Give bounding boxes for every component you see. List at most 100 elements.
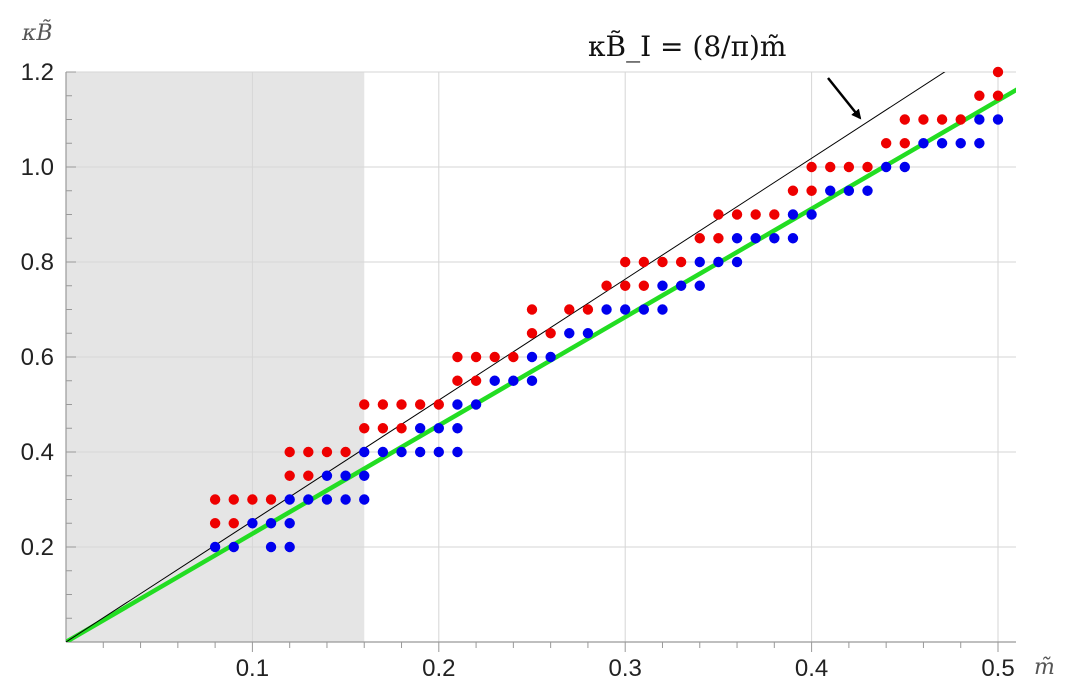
blue-point [508, 375, 519, 386]
blue-point [284, 541, 295, 553]
blue-point [899, 161, 910, 173]
red-point [526, 304, 538, 315]
red-point [433, 399, 444, 410]
red-point [508, 351, 519, 363]
tick-labels: 0.1 0.2 0.3 0.4 0.5 0.2 0.4 0.6 0.8 1.0 1.2 [21, 59, 1015, 682]
blue-point [321, 470, 333, 481]
red-point [992, 66, 1004, 78]
y-tick-label: 0.8 [21, 249, 54, 276]
red-point [545, 328, 556, 339]
grid-lines [66, 71, 1016, 642]
annotation-label: κB̃_I = (8/π)m̃ [588, 30, 786, 63]
blue-point [787, 233, 799, 244]
blue-point [657, 280, 668, 291]
blue-point [825, 185, 836, 196]
red-point [247, 494, 258, 505]
red-point [359, 399, 370, 410]
blue-point [974, 138, 985, 149]
red-point [582, 304, 594, 315]
red-point [657, 256, 668, 268]
blue-point [787, 209, 799, 220]
blue-point [657, 304, 668, 315]
red-point [396, 423, 407, 434]
red-point [787, 185, 799, 196]
blue-point [918, 138, 929, 149]
blue-point [247, 518, 258, 529]
annotation-arrow [827, 77, 862, 120]
blue-point [377, 446, 389, 458]
red-point [750, 209, 761, 220]
red-point [452, 375, 463, 386]
blue-point [675, 280, 687, 291]
red-point [377, 423, 389, 434]
blue-point [694, 280, 705, 291]
blue-point [303, 494, 314, 505]
x-tick-label: 0.3 [609, 655, 642, 682]
red-point [620, 280, 631, 291]
red-point [321, 446, 333, 458]
red-point [340, 446, 351, 458]
blue-point [731, 256, 743, 268]
blue-point [694, 256, 705, 268]
blue-point [359, 494, 370, 505]
x-tick-label: 0.1 [236, 655, 269, 682]
reference-line [66, 72, 946, 642]
blue-point [880, 161, 892, 173]
red-point [806, 161, 817, 173]
blue-point [396, 446, 407, 458]
blue-point [582, 328, 594, 339]
y-tick-label: 1.2 [21, 59, 54, 86]
red-point [359, 423, 370, 434]
red-point [284, 470, 295, 481]
blue-point [340, 470, 351, 481]
red-point [470, 375, 482, 386]
blue-point [620, 304, 631, 315]
y-tick-label: 0.2 [21, 534, 54, 561]
red-point [638, 256, 650, 268]
blue-point [359, 446, 370, 458]
red-point [899, 114, 910, 125]
blue-point [452, 399, 463, 410]
red-point [675, 256, 687, 268]
red-point [601, 280, 612, 291]
blue-point [601, 304, 612, 315]
blue-point [284, 518, 295, 529]
blue-point [769, 233, 780, 244]
blue-point [359, 470, 370, 481]
blue-point [452, 446, 463, 458]
y-tick-label: 0.6 [21, 344, 54, 371]
red-point [843, 161, 855, 173]
red-point [806, 185, 817, 196]
red-point [862, 161, 873, 173]
red-point [452, 351, 463, 363]
red-point [303, 470, 314, 481]
red-point [396, 399, 407, 410]
x-tick-label: 0.2 [422, 655, 455, 682]
blue-point [731, 233, 743, 244]
red-point [284, 446, 295, 458]
red-point [638, 280, 650, 291]
blue-point [228, 541, 239, 553]
y-tick-label: 0.4 [21, 439, 54, 466]
blue-point [209, 541, 221, 553]
red-point [209, 518, 221, 529]
blue-point [564, 328, 575, 339]
y-axis-label: κB̃ [21, 20, 53, 46]
blue-point [433, 446, 444, 458]
red-point [731, 209, 743, 220]
blue-point [750, 233, 761, 244]
red-point [769, 209, 780, 220]
red-point [228, 518, 239, 529]
red-point [303, 446, 314, 458]
blue-point [340, 494, 351, 505]
red-point [918, 114, 929, 125]
red-point [694, 233, 705, 244]
blue-point [638, 304, 650, 315]
red-point [228, 494, 239, 505]
data-points [209, 66, 1004, 553]
red-point [620, 256, 631, 268]
red-point [899, 138, 910, 149]
blue-point [470, 399, 482, 410]
blue-point [545, 351, 556, 363]
